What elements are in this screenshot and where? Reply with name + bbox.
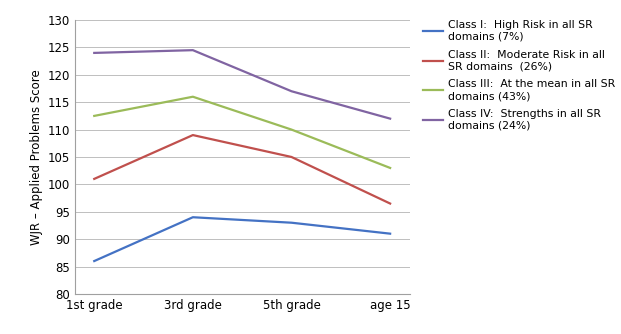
Class IV:  Strengths in all SR
domains (24%): (2, 117): Strengths in all SR domains (24%): (2, 1… <box>288 89 295 93</box>
Class I:  High Risk in all SR
domains (7%): (1, 94): High Risk in all SR domains (7%): (1, 94… <box>189 215 197 219</box>
Line: Class IV:  Strengths in all SR
domains (24%): Class IV: Strengths in all SR domains (2… <box>94 50 390 119</box>
Class II:  Moderate Risk in all
SR domains  (26%): (2, 105): Moderate Risk in all SR domains (26%): (… <box>288 155 295 159</box>
Class II:  Moderate Risk in all
SR domains  (26%): (1, 109): Moderate Risk in all SR domains (26%): (… <box>189 133 197 137</box>
Class I:  High Risk in all SR
domains (7%): (0, 86): High Risk in all SR domains (7%): (0, 86… <box>91 259 98 263</box>
Class IV:  Strengths in all SR
domains (24%): (1, 124): Strengths in all SR domains (24%): (1, 1… <box>189 48 197 52</box>
Class I:  High Risk in all SR
domains (7%): (2, 93): High Risk in all SR domains (7%): (2, 93… <box>288 221 295 225</box>
Class II:  Moderate Risk in all
SR domains  (26%): (0, 101): Moderate Risk in all SR domains (26%): (… <box>91 177 98 181</box>
Legend: Class I:  High Risk in all SR
domains (7%), Class II:  Moderate Risk in all
SR d: Class I: High Risk in all SR domains (7%… <box>424 20 615 131</box>
Class III:  At the mean in all SR
domains (43%): (2, 110): At the mean in all SR domains (43%): (2,… <box>288 128 295 132</box>
Class III:  At the mean in all SR
domains (43%): (0, 112): At the mean in all SR domains (43%): (0,… <box>91 114 98 118</box>
Line: Class I:  High Risk in all SR
domains (7%): Class I: High Risk in all SR domains (7%… <box>94 217 390 261</box>
Line: Class II:  Moderate Risk in all
SR domains  (26%): Class II: Moderate Risk in all SR domain… <box>94 135 390 203</box>
Class IV:  Strengths in all SR
domains (24%): (3, 112): Strengths in all SR domains (24%): (3, 1… <box>386 117 394 121</box>
Class III:  At the mean in all SR
domains (43%): (1, 116): At the mean in all SR domains (43%): (1,… <box>189 95 197 99</box>
Class I:  High Risk in all SR
domains (7%): (3, 91): High Risk in all SR domains (7%): (3, 91… <box>386 232 394 236</box>
Line: Class III:  At the mean in all SR
domains (43%): Class III: At the mean in all SR domains… <box>94 97 390 168</box>
Class III:  At the mean in all SR
domains (43%): (3, 103): At the mean in all SR domains (43%): (3,… <box>386 166 394 170</box>
Y-axis label: WJR – Applied Problems Score: WJR – Applied Problems Score <box>30 69 43 245</box>
Class IV:  Strengths in all SR
domains (24%): (0, 124): Strengths in all SR domains (24%): (0, 1… <box>91 51 98 55</box>
Class II:  Moderate Risk in all
SR domains  (26%): (3, 96.5): Moderate Risk in all SR domains (26%): (… <box>386 201 394 205</box>
